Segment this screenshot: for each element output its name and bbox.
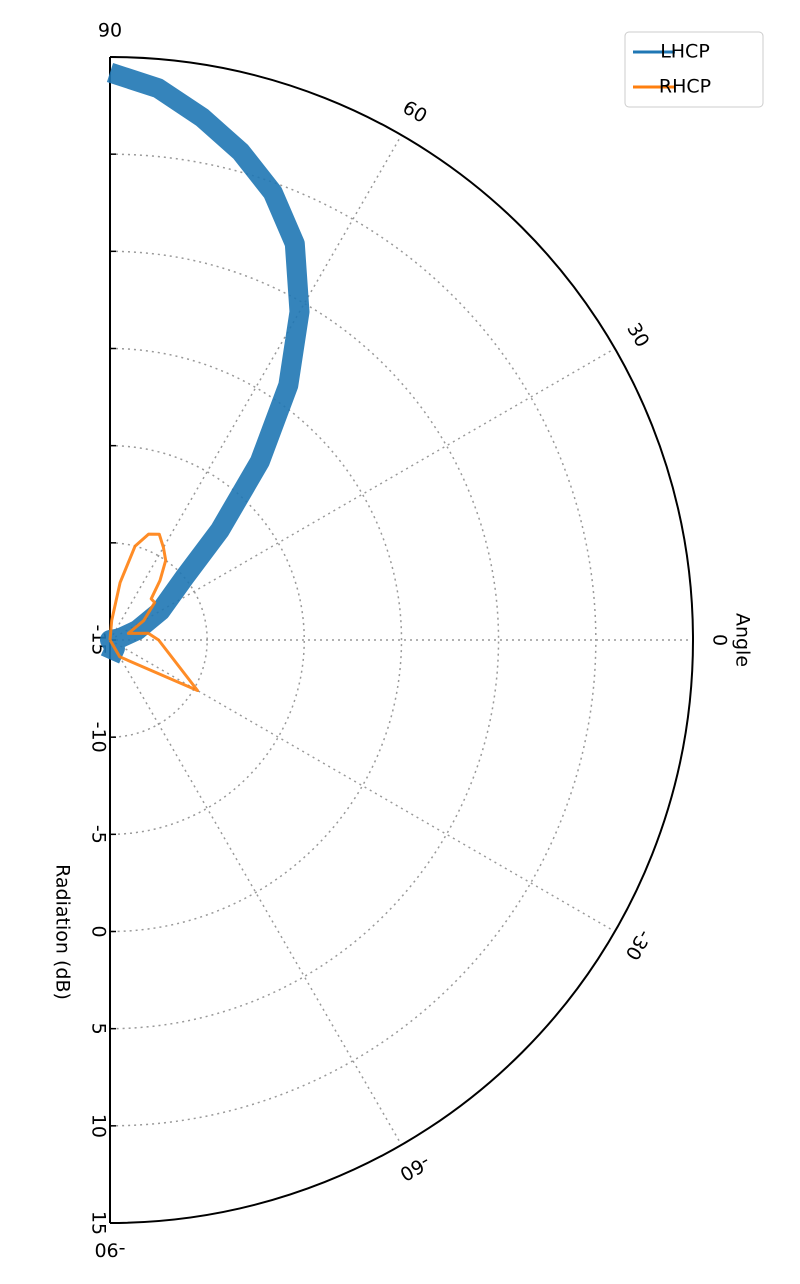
r-tick-label: -10 [88,722,110,753]
r-tick-label: 10 [88,1114,110,1138]
grid-spoke [109,639,616,933]
theta-axis-label: Angle [732,613,754,667]
grid-ring [109,444,305,836]
theta-tick-label: -90 [94,1239,125,1261]
r-tick-label: 15 [88,1211,110,1235]
theta-tick-label: -60 [396,1151,434,1186]
theta-tick-label: 0 [709,634,731,646]
grid-spoke [109,347,616,641]
grid-ring [109,347,403,933]
grid-spoke [109,639,403,1146]
outer-arc [109,56,694,1224]
r-tick-label: -5 [88,825,110,844]
theta-tick-label: 60 [399,97,431,128]
series-line [100,62,310,664]
r-tick-label: 5 [88,1023,110,1035]
grid-ring [109,542,208,738]
legend: LHCP RHCP [624,31,764,108]
theta-tick-label: 30 [622,319,653,351]
legend-label: LHCP [660,41,710,63]
legend-label: RHCP [659,76,711,98]
theta-tick-label: -30 [621,926,656,964]
r-axis-label: Radiation (dB) [52,864,74,1000]
r-tick-label: 0 [88,925,110,937]
grid-spoke [109,134,403,641]
theta-tick-label: 90 [98,20,122,42]
series-line [108,532,199,692]
